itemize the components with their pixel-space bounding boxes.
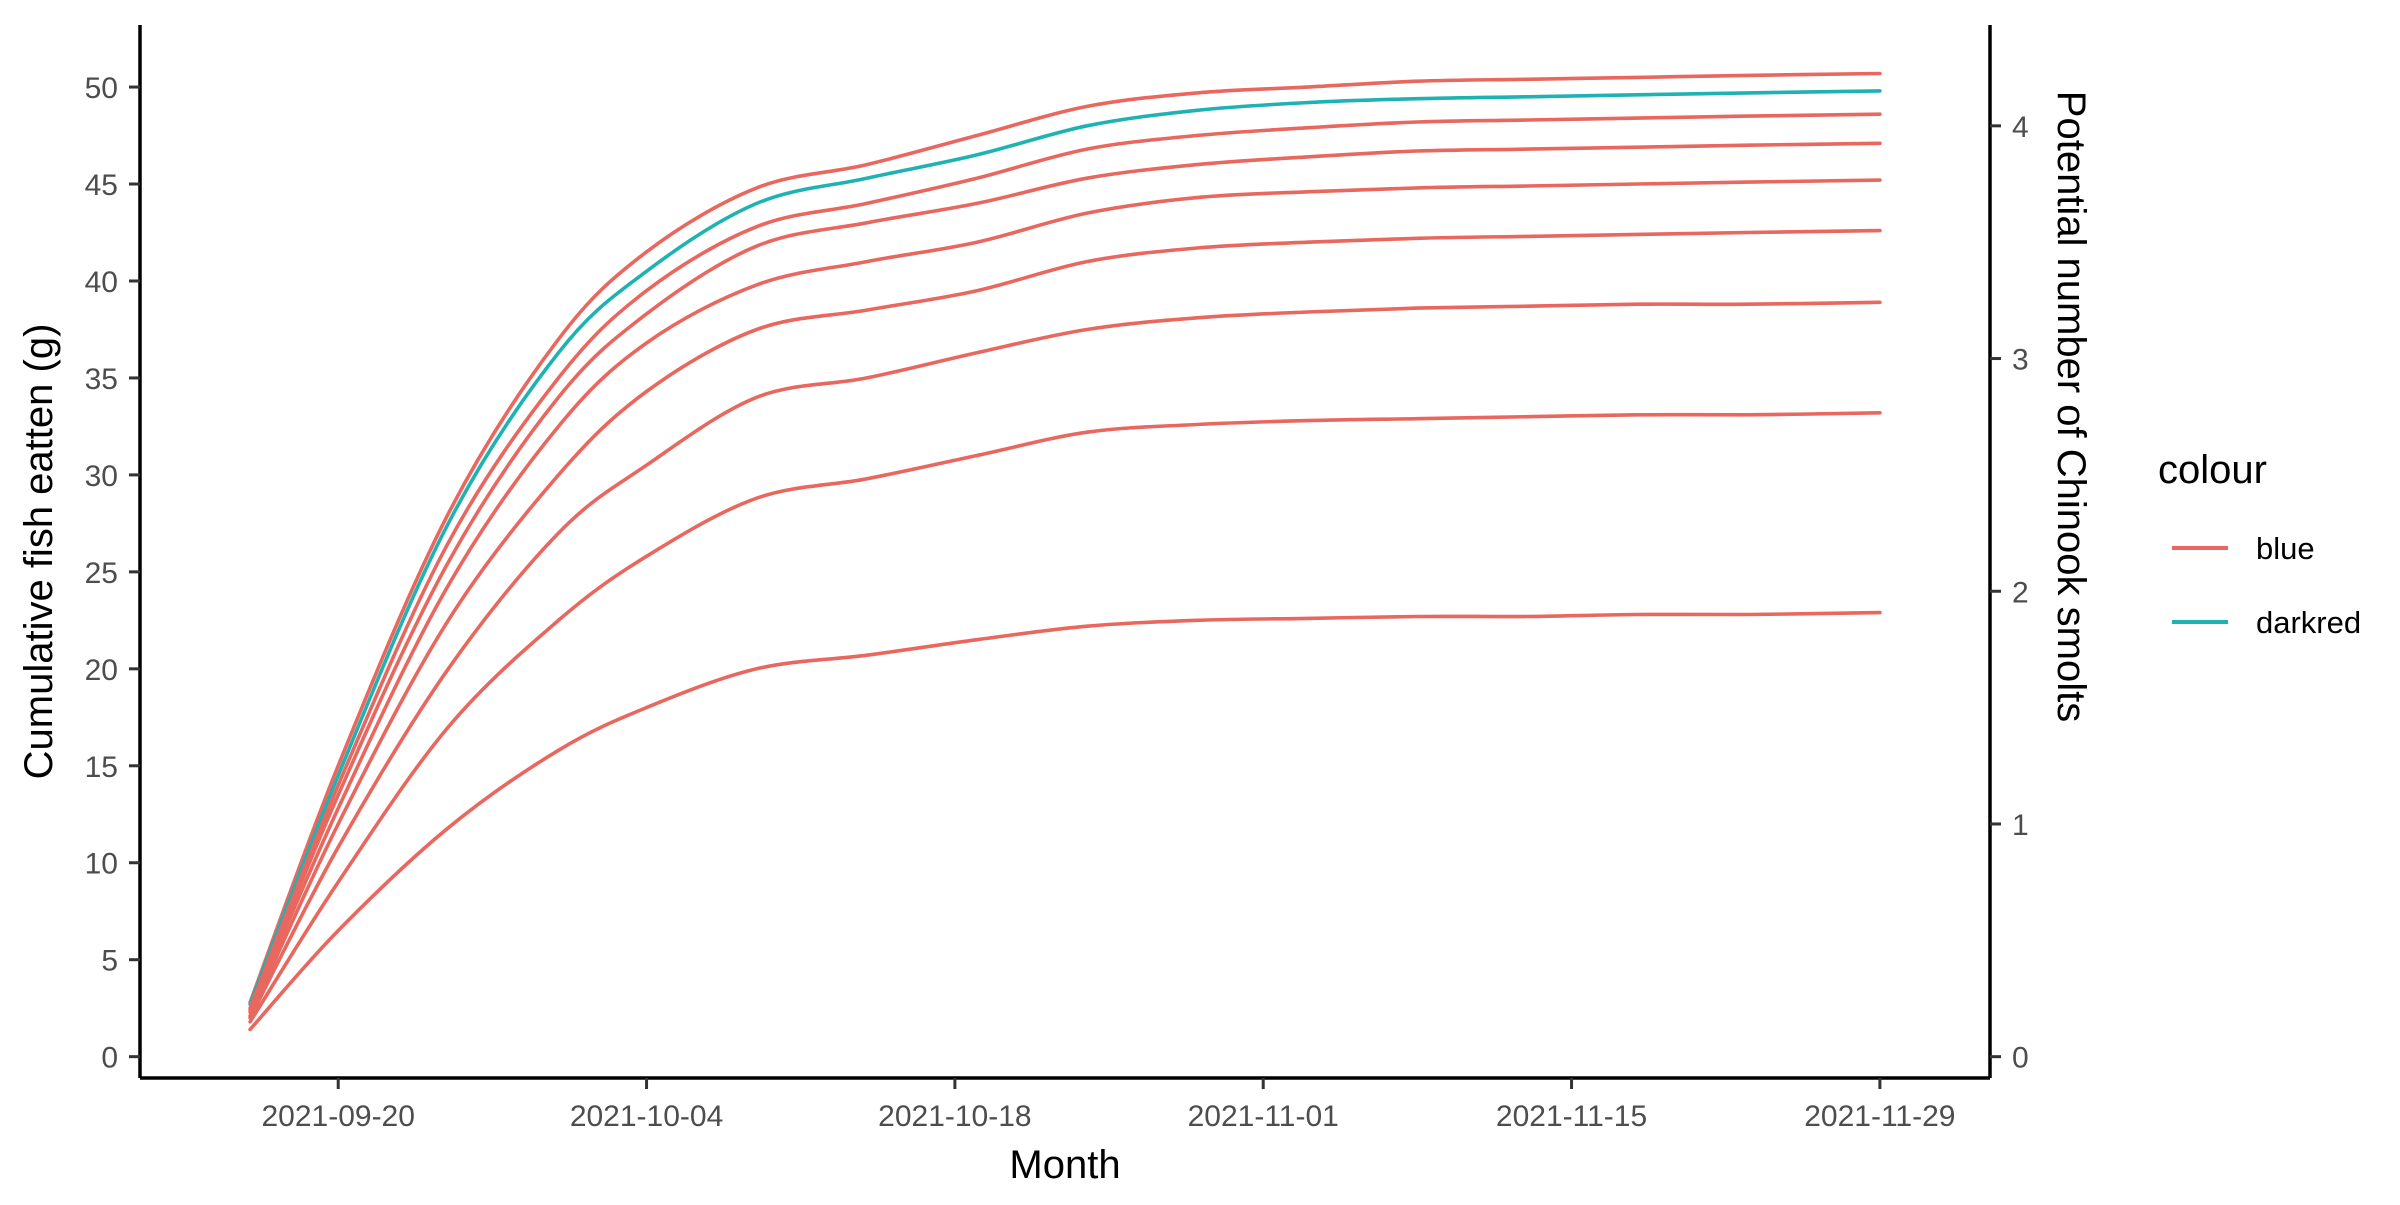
y-tick-label: 40 bbox=[85, 266, 118, 299]
series-line-4 bbox=[248, 141, 1882, 1012]
y-tick-label: 20 bbox=[85, 654, 118, 687]
legend-label-darkred: darkred bbox=[2256, 605, 2361, 640]
y-tick-label: 35 bbox=[85, 363, 118, 396]
series-line-7 bbox=[248, 300, 1882, 1020]
y-axis-title: Cumulative fish eatten (g) bbox=[17, 324, 61, 780]
series-line-2 bbox=[248, 89, 1882, 1007]
y-tick-label: 25 bbox=[85, 557, 118, 590]
legend: colour blue darkred bbox=[2158, 448, 2361, 640]
series-line-8 bbox=[248, 411, 1882, 1024]
y-tick-label: 5 bbox=[101, 945, 118, 978]
series-line-9 bbox=[248, 610, 1882, 1032]
y2-tick-label: 3 bbox=[2012, 344, 2029, 377]
legend-label-blue: blue bbox=[2256, 531, 2315, 566]
x-tick-label: 2021-11-29 bbox=[1804, 1100, 1955, 1133]
x-tick-label: 2021-11-15 bbox=[1496, 1100, 1647, 1133]
y-tick-label: 15 bbox=[85, 751, 118, 784]
y2-axis-title: Potential number of Chinook smolts bbox=[2049, 91, 2093, 722]
y2-tick-label: 2 bbox=[2012, 576, 2029, 609]
series-line-1 bbox=[248, 71, 1882, 1005]
axes-layer bbox=[138, 25, 1992, 1080]
series-line-5 bbox=[248, 178, 1882, 1014]
y-tick-label: 45 bbox=[85, 169, 118, 202]
y-tick-label: 50 bbox=[85, 72, 118, 105]
x-tick-label: 2021-11-01 bbox=[1188, 1100, 1339, 1133]
x-tick-label: 2021-10-18 bbox=[878, 1100, 1031, 1133]
y-tick-label: 10 bbox=[85, 848, 118, 881]
series-line-3 bbox=[248, 112, 1882, 1010]
y2-tick-label: 0 bbox=[2012, 1042, 2029, 1075]
series-line-6 bbox=[248, 228, 1882, 1018]
x-tick-label: 2021-09-20 bbox=[261, 1100, 414, 1133]
ticks-layer: 2021-09-20 2021-10-04 2021-10-18 2021-11-01… bbox=[85, 72, 2029, 1133]
x-tick-label: 2021-10-04 bbox=[570, 1100, 723, 1133]
x-axis-title: Month bbox=[1009, 1143, 1120, 1187]
y-tick-label: 30 bbox=[85, 460, 118, 493]
y-tick-label: 0 bbox=[101, 1042, 118, 1075]
y2-tick-label: 1 bbox=[2012, 809, 2029, 842]
series-layer bbox=[248, 71, 1882, 1032]
y2-tick-label: 4 bbox=[2012, 111, 2029, 144]
legend-title: colour bbox=[2158, 448, 2267, 492]
